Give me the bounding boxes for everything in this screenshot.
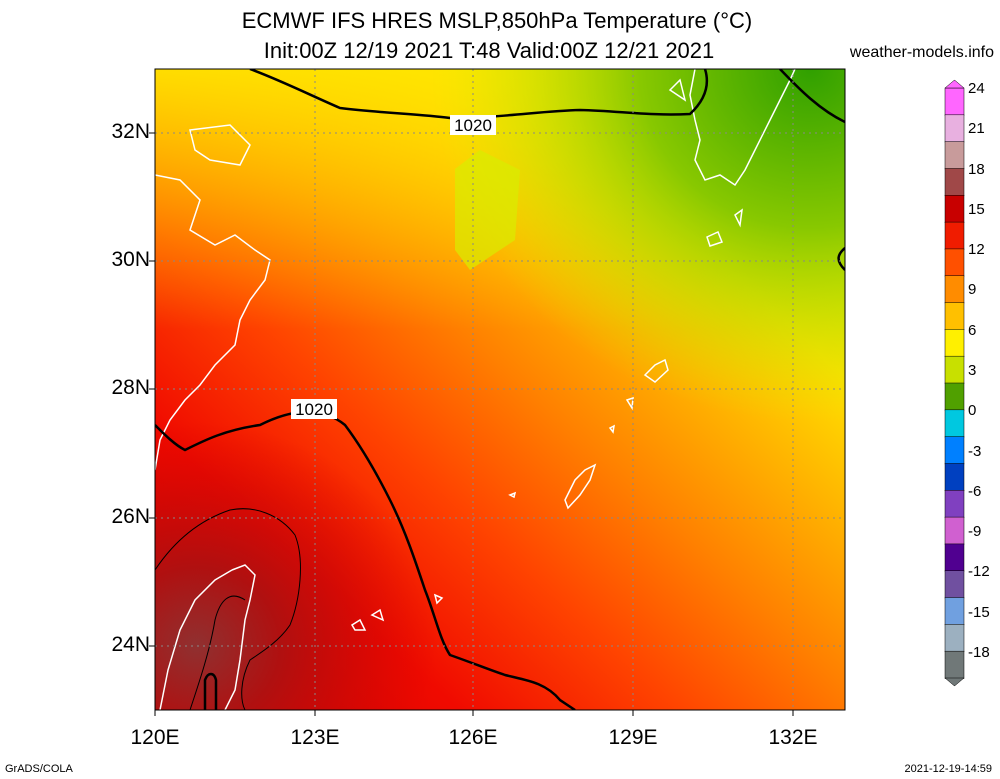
colorbar-swatch [944, 302, 965, 331]
colorbar-swatch [944, 516, 965, 545]
isobar-label-north: 1020 [450, 115, 496, 135]
colorbar-swatch [944, 195, 965, 223]
colorbar-label: 24 [968, 80, 985, 97]
colorbar-swatch [944, 490, 965, 518]
colorbar-swatch [944, 382, 965, 411]
colorbar-swatch [944, 248, 965, 277]
colorbar-label: 9 [968, 281, 977, 299]
colorbar-label: 18 [968, 160, 985, 178]
footer-credit: GrADS/COLA [5, 763, 73, 775]
colorbar-swatch [944, 597, 965, 626]
colorbar-swatch [944, 543, 965, 572]
colorbar-label: 12 [968, 241, 985, 259]
isobar-label-south: 1020 [291, 399, 337, 419]
colorbar-label: 6 [968, 321, 977, 339]
colorbar-label: -15 [968, 603, 990, 621]
colorbar-swatch [944, 463, 965, 492]
colorbar-swatch [944, 409, 965, 438]
colorbar-swatch [944, 168, 965, 197]
lat-label-32n: 32N [111, 120, 150, 143]
colorbar-top-arrow [944, 79, 965, 89]
colorbar-swatch [944, 650, 965, 679]
colorbar-label: -18 [968, 644, 990, 661]
site-credit: weather-models.info [849, 44, 994, 61]
axis-ticks [149, 132, 794, 716]
colorbar-label: 15 [968, 200, 985, 218]
colorbar-swatch [944, 114, 965, 143]
lat-label-30n: 30N [111, 248, 150, 271]
colorbar-label: 3 [968, 362, 977, 379]
colorbar-label: -12 [968, 563, 990, 581]
map-subtitle: Init:00Z 12/19 2021 T:48 Valid:00Z 12/21… [263, 38, 715, 63]
isobars [155, 69, 845, 710]
colorbar-label: 21 [968, 120, 985, 138]
colorbar-label: -9 [968, 523, 982, 541]
grid-lines [155, 69, 845, 710]
colorbar-label: -6 [968, 482, 982, 500]
colorbar-swatch [944, 355, 965, 384]
lon-label-120e: 120E [130, 726, 180, 749]
colorbar-swatch [944, 141, 965, 170]
colorbar-label: -3 [968, 442, 982, 460]
colorbar-swatch [944, 275, 965, 304]
colorbar-swatch [944, 436, 965, 465]
colorbar-label: 0 [968, 402, 977, 420]
lon-label-132e: 132E [768, 726, 818, 749]
temperature-field [155, 69, 845, 710]
lat-label-26n: 26N [111, 505, 150, 528]
svg-text:1020: 1020 [454, 116, 492, 135]
lat-label-24n: 24N [111, 633, 150, 656]
colorbar [944, 79, 965, 687]
lon-label-129e: 129E [608, 726, 658, 749]
lat-label-28n: 28N [111, 376, 150, 399]
lon-label-123e: 123E [290, 726, 340, 749]
colorbar-swatch [944, 329, 965, 357]
coastline [155, 69, 796, 710]
colorbar-swatch [944, 87, 965, 116]
colorbar-swatch [944, 624, 965, 652]
lon-label-126e: 126E [448, 726, 498, 749]
map-title: ECMWF IFS HRES MSLP,850hPa Temperature (… [241, 8, 753, 33]
svg-text:1020: 1020 [295, 400, 333, 419]
colorbar-swatch [944, 221, 965, 250]
colorbar-swatch [944, 570, 965, 599]
colorbar-bottom-arrow [944, 677, 965, 687]
footer-timestamp: 2021-12-19-14:59 [904, 763, 992, 775]
